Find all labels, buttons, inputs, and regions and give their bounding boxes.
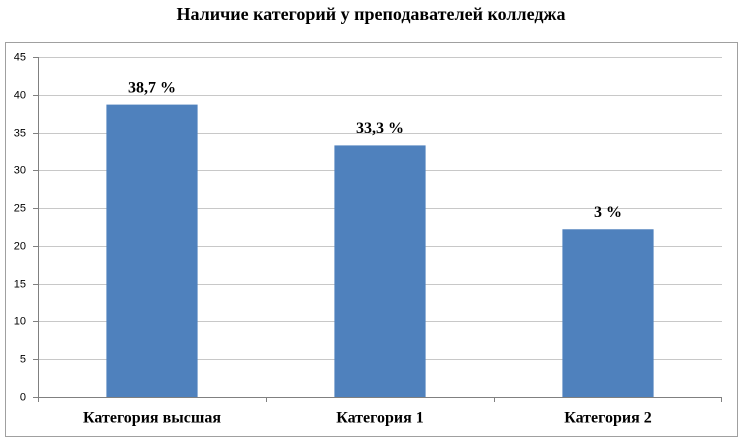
y-tick-label: 40 [14, 89, 26, 101]
y-tick-label: 45 [14, 51, 26, 63]
annotation: 33,3 % [356, 120, 404, 137]
y-tick-label: 5 [20, 353, 26, 365]
y-tick-label: 25 [14, 202, 26, 214]
bar [334, 145, 426, 397]
y-tick-label: 0 [20, 391, 26, 403]
chart-title: Наличие категорий у преподавателей колле… [177, 4, 566, 24]
y-tick-label: 20 [14, 240, 26, 252]
annotation: 3 % [594, 204, 622, 221]
y-tick-label: 15 [14, 278, 26, 290]
chart-frame [5, 42, 738, 437]
bar [106, 104, 198, 397]
x-tick-label: Категория 1 [336, 410, 424, 427]
annotation: 38,7 % [128, 79, 176, 96]
y-tick-label: 35 [14, 127, 26, 139]
y-tick-label: 10 [14, 315, 26, 327]
x-tick-label: Категория высшая [83, 410, 221, 427]
y-tick-label: 30 [14, 164, 26, 176]
x-tick-label: Категория 2 [564, 410, 652, 427]
bar [562, 229, 654, 397]
